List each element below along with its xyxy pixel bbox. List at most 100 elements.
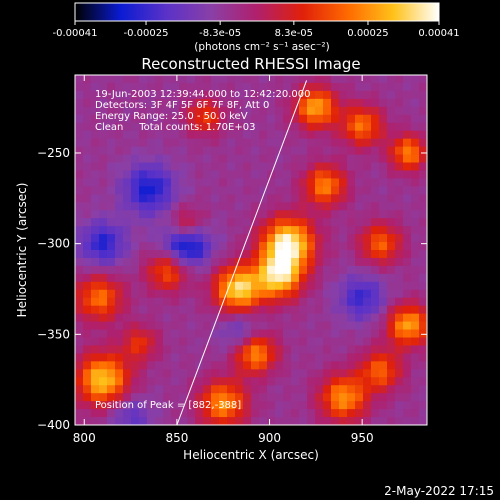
heatmap-cell	[419, 186, 427, 195]
heatmap-cell	[75, 178, 84, 187]
heatmap-cell	[115, 409, 124, 418]
heatmap-cell	[179, 162, 188, 171]
heatmap-cell	[267, 337, 276, 346]
heatmap-cell	[83, 138, 92, 148]
heatmap-cell	[155, 297, 164, 307]
heatmap-cell	[147, 417, 156, 425]
heatmap-cell	[355, 257, 364, 267]
heatmap-cell	[267, 122, 276, 132]
heatmap-cell	[211, 273, 220, 283]
heatmap-cell	[307, 377, 316, 386]
heatmap-cell	[387, 337, 396, 346]
heatmap-cell	[363, 162, 372, 171]
heatmap-cell	[155, 385, 164, 394]
heatmap-cell	[75, 297, 84, 307]
heatmap-cell	[99, 417, 108, 425]
heatmap-cell	[259, 377, 268, 386]
heatmap-cell	[75, 146, 84, 156]
heatmap-cell	[259, 361, 268, 370]
heatmap-cell	[371, 257, 380, 267]
heatmap-cell	[411, 146, 420, 156]
heatmap-cell	[363, 369, 372, 378]
heatmap-cell	[171, 234, 180, 243]
heatmap-cell	[251, 106, 260, 116]
heatmap-cell	[275, 305, 284, 315]
heatmap-cell	[155, 162, 164, 171]
heatmap-cell	[91, 154, 100, 163]
heatmap-cell	[235, 345, 244, 354]
heatmap-cell	[403, 417, 412, 425]
heatmap-cell	[275, 122, 284, 132]
heatmap-cell	[131, 361, 140, 370]
heatmap-cell	[203, 345, 212, 354]
heatmap-cell	[227, 210, 236, 219]
heatmap-cell	[187, 226, 196, 235]
heatmap-cell	[171, 186, 180, 195]
heatmap-cell	[99, 122, 108, 132]
heatmap-cell	[347, 122, 356, 132]
heatmap-cell	[211, 178, 220, 187]
heatmap-cell	[83, 154, 92, 163]
heatmap-cell	[235, 170, 244, 179]
heatmap-cell	[187, 138, 196, 148]
heatmap-cell	[323, 281, 332, 291]
heatmap-cell	[251, 353, 260, 362]
heatmap-cell	[419, 265, 427, 275]
heatmap-cell	[339, 226, 348, 235]
heatmap-cell	[107, 385, 116, 394]
heatmap-cell	[227, 114, 236, 124]
heatmap-cell	[235, 401, 244, 410]
heatmap-cell	[355, 194, 364, 203]
heatmap-cell	[147, 138, 156, 148]
heatmap-cell	[411, 90, 420, 100]
heatmap-cell	[251, 122, 260, 132]
heatmap-cell	[107, 273, 116, 283]
heatmap-cell	[235, 218, 244, 227]
heatmap-cell	[371, 178, 380, 187]
heatmap-cell	[419, 297, 427, 307]
heatmap-cell	[339, 345, 348, 354]
heatmap-cell	[307, 393, 316, 402]
heatmap-cell	[171, 122, 180, 132]
heatmap-cell	[75, 393, 84, 402]
heatmap-cell	[411, 210, 420, 219]
heatmap-cell	[91, 242, 100, 251]
heatmap-cell	[123, 329, 132, 338]
heatmap-cell	[115, 313, 124, 323]
heatmap-cell	[115, 218, 124, 227]
heatmap-cell	[243, 194, 252, 203]
heatmap-cell	[411, 218, 420, 227]
heatmap-cell	[131, 329, 140, 338]
heatmap-cell	[355, 242, 364, 251]
heatmap-cell	[331, 401, 340, 410]
heatmap-cell	[99, 82, 108, 92]
x-axis-label: Heliocentric X (arcsec)	[183, 448, 319, 462]
heatmap-cell	[251, 305, 260, 315]
heatmap-cell	[235, 273, 244, 283]
heatmap-cell	[131, 313, 140, 323]
heatmap-cell	[347, 234, 356, 243]
heatmap-cell	[139, 130, 148, 140]
heatmap-cell	[379, 154, 388, 163]
heatmap-cell	[83, 417, 92, 425]
heatmap-cell	[123, 75, 132, 84]
heatmap-cell	[331, 297, 340, 307]
heatmap-cell	[99, 289, 108, 299]
heatmap-cell	[371, 75, 380, 84]
heatmap-cell	[291, 337, 300, 346]
heatmap-cell	[331, 369, 340, 378]
heatmap-cell	[243, 361, 252, 370]
heatmap-cell	[307, 345, 316, 354]
heatmap-cell	[115, 98, 124, 108]
heatmap-cell	[107, 377, 116, 386]
heatmap-cell	[283, 265, 292, 275]
heatmap-cell	[363, 281, 372, 291]
heatmap-cell	[91, 369, 100, 378]
heatmap-cell	[403, 178, 412, 187]
heatmap-cell	[275, 194, 284, 203]
heatmap-cell	[347, 130, 356, 140]
heatmap-cell	[355, 130, 364, 140]
heatmap-cell	[195, 345, 204, 354]
heatmap-cell	[395, 218, 404, 227]
heatmap-cell	[195, 337, 204, 346]
